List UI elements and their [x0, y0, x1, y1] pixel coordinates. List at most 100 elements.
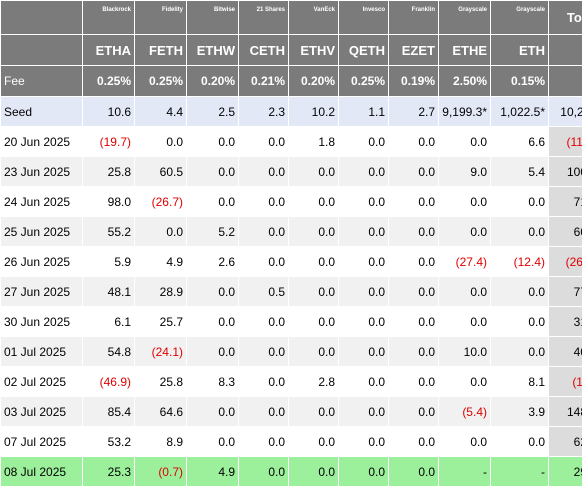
flow-value-cell: 64.6: [135, 397, 187, 427]
flow-value-cell: 0.0: [239, 457, 289, 487]
flow-value-cell: 0.0: [187, 157, 239, 187]
row-total-cell: 100.7: [549, 157, 582, 187]
flow-value-cell: 0.0: [187, 427, 239, 457]
flow-value-cell: 0.0: [289, 277, 339, 307]
row-date-label: 25 Jun 2025: [1, 217, 83, 247]
flow-value-cell: 0.0: [289, 217, 339, 247]
fee-cell: 2.50%: [439, 66, 491, 97]
flow-value-cell: 0.0: [439, 187, 491, 217]
flow-value-cell: 0.0: [187, 277, 239, 307]
flow-value-cell: (12.4): [491, 247, 549, 277]
fee-cell: 0.19%: [389, 66, 439, 97]
flow-value-cell: 0.0: [491, 307, 549, 337]
row-total-cell: 60.4: [549, 217, 582, 247]
row-total-cell: 29.5: [549, 457, 582, 487]
flow-value-cell: 0.0: [339, 457, 389, 487]
flow-value-cell: 0.0: [339, 277, 389, 307]
flow-value-cell: 6.1: [83, 307, 135, 337]
row-total-cell: 31.8: [549, 307, 582, 337]
flow-value-cell: 2.5: [187, 97, 239, 127]
issuer-cell: Fidelity: [135, 1, 187, 35]
flow-value-cell: 25.7: [135, 307, 187, 337]
flow-value-cell: 0.0: [491, 277, 549, 307]
flow-value-cell: 9.0: [439, 157, 491, 187]
row-date-label: 02 Jul 2025: [1, 367, 83, 397]
flow-value-cell: 0.0: [339, 217, 389, 247]
fee-cell: 0.25%: [135, 66, 187, 97]
issuer-header-row: Blackrock Fidelity Bitwise 21 Shares Van…: [1, 1, 582, 35]
ticker-cell: ETHV: [289, 35, 339, 66]
flow-value-cell: 0.0: [389, 277, 439, 307]
flow-value-cell: 0.0: [239, 427, 289, 457]
issuer-cell: Invesco: [339, 1, 389, 35]
flow-value-cell: 0.0: [389, 337, 439, 367]
table-row: 08 Jul 202525.3(0.7)4.90.00.00.00.0--29.…: [1, 457, 582, 487]
flow-value-cell: 0.0: [389, 397, 439, 427]
flow-value-cell: 0.0: [289, 457, 339, 487]
row-date-label: 08 Jul 2025: [1, 457, 83, 487]
issuer-cell: 21 Shares: [239, 1, 289, 35]
flow-value-cell: 2.6: [187, 247, 239, 277]
flow-value-cell: 0.0: [239, 337, 289, 367]
flow-value-cell: 60.5: [135, 157, 187, 187]
row-date-label: 30 Jun 2025: [1, 307, 83, 337]
flow-value-cell: 0.0: [389, 217, 439, 247]
flow-value-cell: (26.7): [135, 187, 187, 217]
fee-cell: 0.25%: [83, 66, 135, 97]
flow-value-cell: 25.3: [83, 457, 135, 487]
flow-value-cell: 4.4: [135, 97, 187, 127]
flow-value-cell: 10.6: [83, 97, 135, 127]
flow-value-cell: 5.4: [491, 157, 549, 187]
flow-value-cell: 0.0: [239, 367, 289, 397]
row-total-cell: 62.1: [549, 427, 582, 457]
flow-value-cell: (19.7): [83, 127, 135, 157]
ticker-cell: ETHA: [83, 35, 135, 66]
flow-value-cell: 0.0: [289, 187, 339, 217]
flow-value-cell: 8.3: [187, 367, 239, 397]
flow-value-cell: 0.0: [491, 427, 549, 457]
flow-value-cell: 0.0: [187, 187, 239, 217]
fee-cell: 0.15%: [491, 66, 549, 97]
row-date-label: 24 Jun 2025: [1, 187, 83, 217]
flow-value-cell: 0.0: [389, 157, 439, 187]
issuer-cell: VanEck: [289, 1, 339, 35]
flow-value-cell: 0.0: [239, 397, 289, 427]
fee-label: Fee: [1, 66, 83, 97]
flow-value-cell: 0.0: [389, 127, 439, 157]
flow-value-cell: 0.0: [239, 157, 289, 187]
ticker-cell: ETHE: [439, 35, 491, 66]
flow-value-cell: 0.0: [187, 307, 239, 337]
ticker-cell: ETH: [491, 35, 549, 66]
flow-value-cell: 6.6: [491, 127, 549, 157]
issuer-cell: Grayscale: [439, 1, 491, 35]
row-date-label: 26 Jun 2025: [1, 247, 83, 277]
flow-value-cell: 10.0: [439, 337, 491, 367]
flow-value-cell: 0.0: [491, 217, 549, 247]
row-total-cell: (11.3): [549, 127, 582, 157]
flow-value-cell: 0.5: [239, 277, 289, 307]
flow-value-cell: 4.9: [135, 247, 187, 277]
flow-value-cell: 1.8: [289, 127, 339, 157]
row-date-label: 07 Jul 2025: [1, 427, 83, 457]
ticker-total-blank: [549, 35, 582, 66]
ticker-cell: FETH: [135, 35, 187, 66]
flow-value-cell: 9,199.3*: [439, 97, 491, 127]
flow-value-cell: 1,022.5*: [491, 97, 549, 127]
ticker-corner-cell: [1, 35, 83, 66]
flow-value-cell: 0.0: [239, 187, 289, 217]
flow-value-cell: 0.0: [389, 247, 439, 277]
issuer-cell: Bitwise: [187, 1, 239, 35]
flow-value-cell: 0.0: [339, 307, 389, 337]
flow-value-cell: 3.9: [491, 397, 549, 427]
flow-value-cell: 0.0: [439, 427, 491, 457]
flow-value-cell: 0.0: [239, 307, 289, 337]
